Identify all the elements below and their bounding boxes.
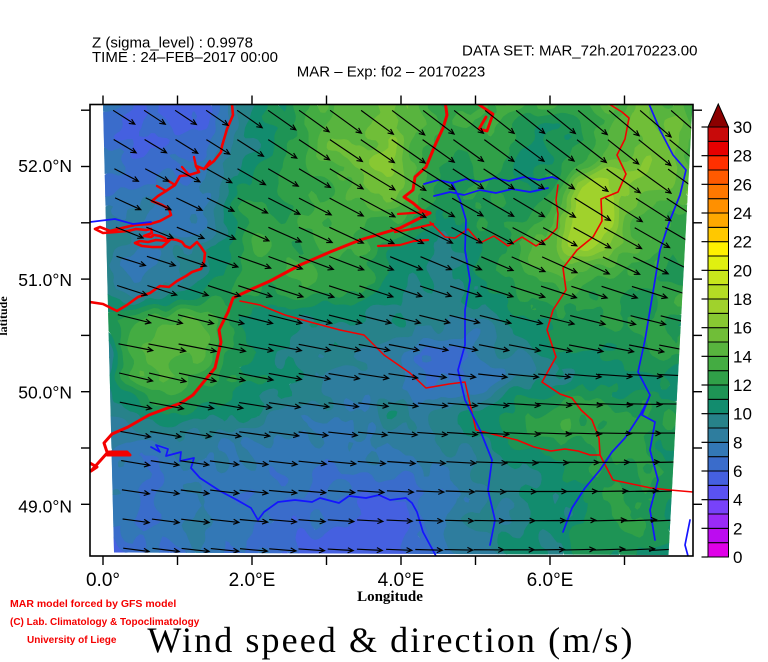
svg-text:4.0°E: 4.0°E [378,570,425,591]
svg-text:12: 12 [733,376,752,395]
svg-text:University of Liege: University of Liege [27,635,117,646]
svg-text:4: 4 [733,491,742,510]
svg-text:0: 0 [733,548,742,567]
svg-text:52.0°N: 52.0°N [18,156,72,176]
svg-text:6: 6 [733,462,742,481]
svg-text:24: 24 [733,204,752,223]
svg-text:10: 10 [733,405,752,424]
svg-text:49.0°N: 49.0°N [18,497,72,517]
svg-text:DATA SET: MAR_72h.20170223.00: DATA SET: MAR_72h.20170223.00 [462,43,697,60]
svg-text:22: 22 [733,233,752,252]
svg-text:14: 14 [733,347,752,366]
svg-text:28: 28 [733,147,752,166]
svg-text:(C) Lab. Climatology & Topocli: (C) Lab. Climatology & Topoclimatology [10,617,200,628]
svg-text:18: 18 [733,290,752,309]
svg-text:20: 20 [733,261,752,280]
svg-text:Wind speed & direction (m/s): Wind speed & direction (m/s) [147,620,634,660]
svg-text:50.0°N: 50.0°N [18,383,72,403]
svg-text:16: 16 [733,319,752,338]
svg-text:0.0°: 0.0° [86,570,120,591]
svg-text:Z (sigma_level) : 0.9978: Z (sigma_level) : 0.9978 [92,35,253,52]
svg-text:MAR – Exp: f02 – 20170223: MAR – Exp: f02 – 20170223 [297,64,485,81]
svg-text:6.0°E: 6.0°E [527,570,574,591]
svg-text:TIME : 24–FEB–2017 00:00: TIME : 24–FEB–2017 00:00 [92,49,278,66]
svg-text:8: 8 [733,433,742,452]
svg-text:51.0°N: 51.0°N [18,270,72,290]
svg-text:2: 2 [733,519,742,538]
svg-text:Longitude: Longitude [357,589,423,605]
svg-text:MAR model forced by GFS model: MAR model forced by GFS model [10,598,176,610]
svg-text:26: 26 [733,175,752,194]
svg-text:2.0°E: 2.0°E [229,570,276,591]
svg-text:latitude: latitude [0,296,10,336]
svg-text:30: 30 [733,118,752,137]
